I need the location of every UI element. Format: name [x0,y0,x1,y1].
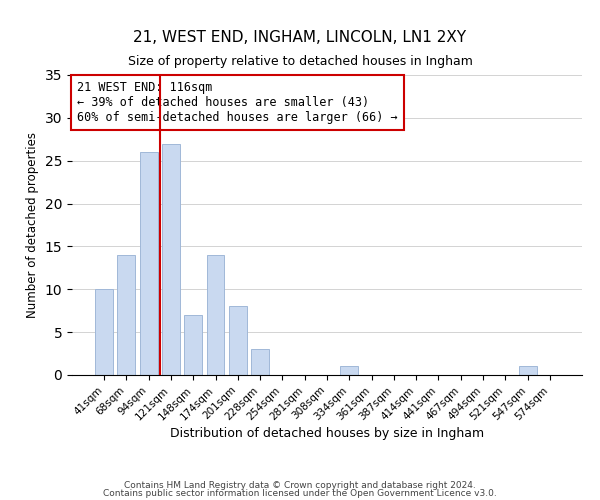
Text: Contains HM Land Registry data © Crown copyright and database right 2024.: Contains HM Land Registry data © Crown c… [124,480,476,490]
Bar [340,366,358,375]
Bar [206,255,224,375]
Bar [140,152,158,375]
Bar [162,144,180,375]
Bar [518,366,536,375]
Text: 21 WEST END: 116sqm
← 39% of detached houses are smaller (43)
60% of semi-detach: 21 WEST END: 116sqm ← 39% of detached ho… [77,81,398,124]
X-axis label: Distribution of detached houses by size in Ingham: Distribution of detached houses by size … [170,427,484,440]
Text: Size of property relative to detached houses in Ingham: Size of property relative to detached ho… [128,55,472,68]
Text: Contains public sector information licensed under the Open Government Licence v3: Contains public sector information licen… [103,489,497,498]
Y-axis label: Number of detached properties: Number of detached properties [26,132,39,318]
Bar [118,255,136,375]
Bar [251,350,269,375]
Text: 21, WEST END, INGHAM, LINCOLN, LN1 2XY: 21, WEST END, INGHAM, LINCOLN, LN1 2XY [133,30,467,45]
Bar [184,315,202,375]
Bar [95,290,113,375]
Bar [229,306,247,375]
